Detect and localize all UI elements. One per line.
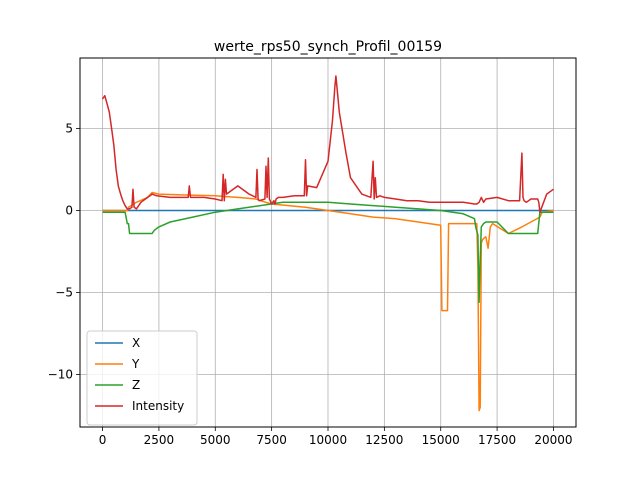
x-tick-label: 10000 (309, 433, 347, 447)
y-tick-label: 0 (65, 204, 73, 218)
x-axis: 0 2500 5000 7500 10000 12500 15000 17500 20000 (99, 427, 573, 447)
legend-label-intensity: Intensity (132, 399, 184, 413)
legend: XYZ Intensity (86, 330, 198, 426)
x-tick-label: 2500 (144, 433, 175, 447)
x-tick-label: 7500 (256, 433, 287, 447)
series-line-z (102, 201, 554, 304)
y-axis: 5 0 −5 −10 (48, 122, 80, 382)
x-tick-label: 20000 (534, 433, 572, 447)
legend-label-x: X (132, 336, 140, 350)
series-line-y (102, 191, 554, 412)
x-tick-label: 5000 (200, 433, 231, 447)
chart-title: werte_rps50_synch_Profil_00159 (214, 39, 442, 55)
y-tick-label: −5 (55, 286, 73, 300)
legend-box (86, 330, 198, 426)
x-tick-label: 17500 (478, 433, 516, 447)
y-tick-label: 5 (65, 122, 73, 136)
x-tick-label: 12500 (365, 433, 403, 447)
legend-label-z: Z (132, 378, 140, 392)
series-line-intensity (101, 75, 554, 213)
x-tick-label: 0 (99, 433, 107, 447)
x-tick-label: 15000 (422, 433, 460, 447)
legend-label-y: Y (131, 357, 140, 371)
series-lines (101, 75, 554, 412)
y-tick-label: −10 (48, 368, 73, 382)
